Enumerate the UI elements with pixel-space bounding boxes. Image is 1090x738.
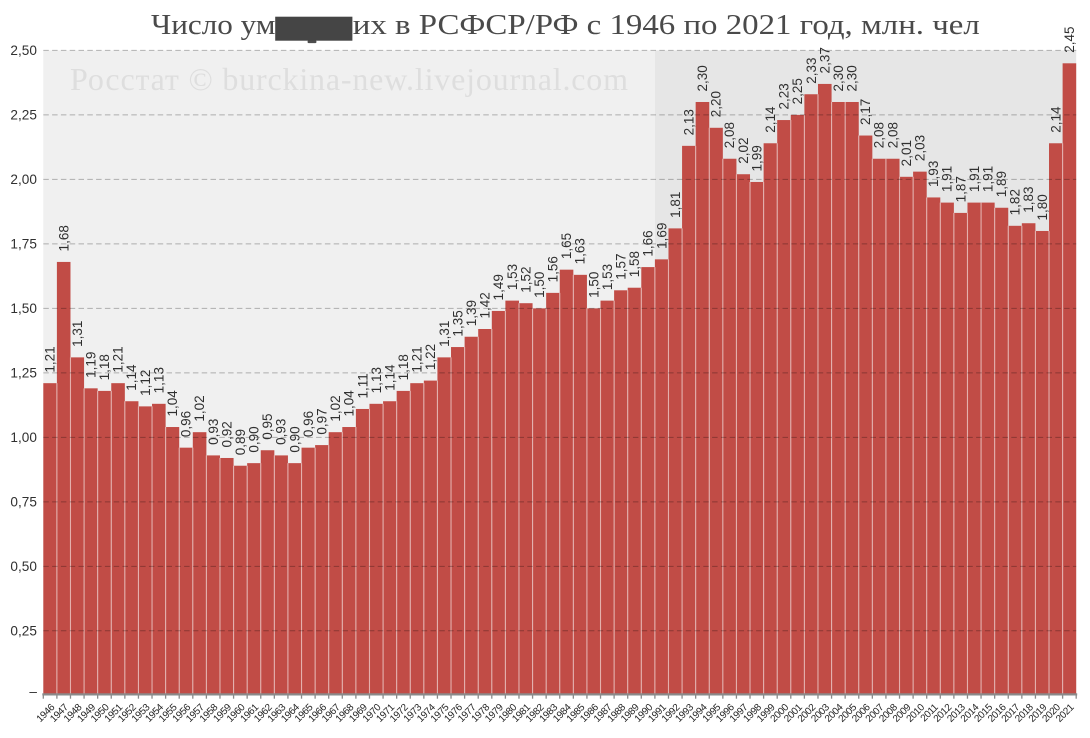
svg-text:0,89: 0,89: [233, 429, 248, 455]
svg-text:2,08: 2,08: [872, 122, 887, 148]
svg-text:1,69: 1,69: [654, 223, 669, 249]
svg-text:1,50: 1,50: [532, 272, 547, 298]
svg-text:1,93: 1,93: [926, 161, 941, 187]
svg-text:их в РСФСР/РФ с 1946 по 2021 г: их в РСФСР/РФ с 1946 по 2021 год, млн. ч…: [353, 10, 980, 41]
svg-text:–: –: [29, 684, 37, 699]
svg-text:2,30: 2,30: [831, 65, 846, 91]
svg-text:1,49: 1,49: [491, 274, 506, 300]
svg-text:1,21: 1,21: [43, 346, 58, 372]
svg-text:1,18: 1,18: [97, 354, 112, 380]
svg-text:1,12: 1,12: [138, 370, 153, 396]
svg-text:1,91: 1,91: [967, 166, 982, 192]
svg-text:2,08: 2,08: [722, 122, 737, 148]
svg-text:2,14: 2,14: [1048, 106, 1063, 133]
svg-text:2,23: 2,23: [777, 83, 792, 109]
svg-text:1,99: 1,99: [749, 145, 764, 171]
svg-text:1,53: 1,53: [505, 264, 520, 290]
svg-text:2,08: 2,08: [885, 122, 900, 148]
svg-text:0,90: 0,90: [287, 426, 302, 452]
svg-text:0,25: 0,25: [10, 624, 36, 639]
svg-text:1,02: 1,02: [328, 395, 343, 421]
svg-text:1,91: 1,91: [940, 166, 955, 192]
svg-text:1,39: 1,39: [464, 300, 479, 326]
svg-text:1,83: 1,83: [1021, 186, 1036, 212]
svg-text:2,25: 2,25: [10, 108, 36, 123]
svg-text:0,75: 0,75: [10, 495, 36, 510]
svg-text:1,21: 1,21: [111, 346, 126, 372]
svg-text:Число ум: Число ум: [151, 10, 276, 41]
svg-text:0,92: 0,92: [219, 421, 234, 447]
svg-text:Росстат © burckina-new.livejou: Росстат © burckina-new.livejournal.com: [70, 61, 628, 97]
svg-text:1,81: 1,81: [668, 192, 683, 218]
svg-text:1,87: 1,87: [953, 176, 968, 202]
svg-text:1,31: 1,31: [70, 321, 85, 347]
svg-text:2,01: 2,01: [899, 140, 914, 166]
svg-text:1,91: 1,91: [980, 166, 995, 192]
svg-text:2,45: 2,45: [1062, 27, 1077, 53]
svg-text:1,89: 1,89: [994, 171, 1009, 197]
svg-text:2,37: 2,37: [817, 47, 832, 73]
svg-text:1,25: 1,25: [10, 366, 36, 381]
svg-text:1,14: 1,14: [124, 364, 139, 391]
svg-text:0,93: 0,93: [206, 419, 221, 445]
svg-text:1,13: 1,13: [151, 367, 166, 393]
svg-text:1,18: 1,18: [396, 354, 411, 380]
svg-text:2,20: 2,20: [709, 91, 724, 117]
svg-text:1,35: 1,35: [450, 310, 465, 336]
svg-text:1,02: 1,02: [192, 395, 207, 421]
svg-text:1,53: 1,53: [600, 264, 615, 290]
svg-text:1,68: 1,68: [56, 225, 71, 251]
svg-text:0,93: 0,93: [274, 419, 289, 445]
svg-text:2,02: 2,02: [736, 137, 751, 163]
svg-text:1,04: 1,04: [342, 390, 357, 417]
svg-text:1,42: 1,42: [478, 292, 493, 318]
svg-text:1,22: 1,22: [423, 344, 438, 370]
svg-text:1,82: 1,82: [1008, 189, 1023, 215]
svg-text:1,66: 1,66: [641, 230, 656, 256]
svg-text:0,96: 0,96: [179, 411, 194, 437]
svg-text:1,56: 1,56: [546, 256, 561, 282]
svg-text:2,14: 2,14: [763, 106, 778, 133]
svg-text:1,00: 1,00: [10, 430, 37, 445]
svg-text:1,14: 1,14: [382, 364, 397, 391]
svg-text:0,97: 0,97: [315, 408, 330, 434]
svg-text:1,31: 1,31: [437, 321, 452, 347]
svg-text:0,95: 0,95: [260, 413, 275, 439]
svg-text:1,19: 1,19: [83, 352, 98, 378]
svg-text:2,30: 2,30: [845, 65, 860, 91]
svg-text:2,17: 2,17: [858, 99, 873, 125]
svg-text:2,00: 2,00: [10, 172, 37, 187]
svg-text:2,13: 2,13: [681, 109, 696, 135]
svg-text:1,57: 1,57: [614, 254, 629, 280]
svg-text:1,13: 1,13: [369, 367, 384, 393]
svg-text:1,80: 1,80: [1035, 194, 1050, 220]
svg-text:1,58: 1,58: [627, 251, 642, 277]
svg-text:1,75: 1,75: [10, 237, 36, 252]
svg-text:0,50: 0,50: [10, 559, 37, 574]
svg-text:2,25: 2,25: [790, 78, 805, 104]
svg-text:2,30: 2,30: [695, 65, 710, 91]
svg-text:1,50: 1,50: [10, 301, 37, 316]
svg-text:1,63: 1,63: [573, 238, 588, 264]
svg-text:1,52: 1,52: [518, 266, 533, 292]
svg-text:1,50: 1,50: [586, 272, 601, 298]
svg-text:2,50: 2,50: [10, 43, 37, 58]
svg-text:2,33: 2,33: [804, 57, 819, 83]
svg-text:1,04: 1,04: [165, 390, 180, 417]
svg-text:1,11: 1,11: [355, 373, 370, 398]
svg-text:1,21: 1,21: [410, 346, 425, 372]
svg-text:1,65: 1,65: [559, 233, 574, 259]
svg-text:2,03: 2,03: [913, 135, 928, 161]
svg-text:0,96: 0,96: [301, 411, 316, 437]
svg-text:0,90: 0,90: [247, 426, 262, 452]
